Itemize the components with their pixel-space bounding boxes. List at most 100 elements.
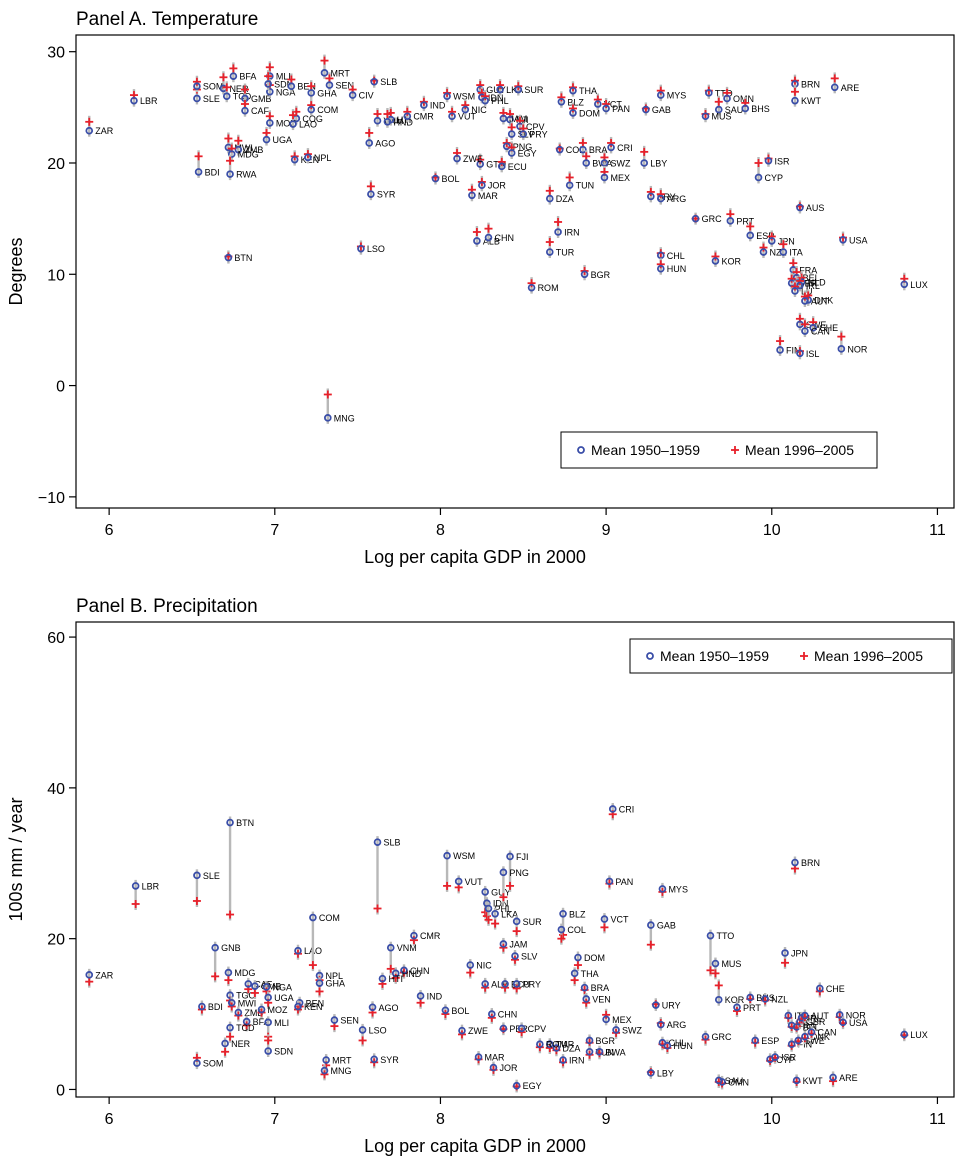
- marker-1950-1959: [656, 194, 665, 203]
- marker-1950-1959: [585, 1036, 594, 1045]
- point-label: BEN: [297, 82, 316, 92]
- marker-1950-1959: [461, 105, 470, 114]
- marker-1950-1959: [714, 105, 723, 114]
- point-label: AUS: [806, 203, 825, 213]
- marker-1950-1959: [701, 1032, 710, 1041]
- marker-1950-1959: [226, 818, 234, 827]
- point-label: ARE: [841, 83, 860, 93]
- point-label: CHN: [494, 233, 514, 243]
- point-label: TGO: [236, 991, 256, 1001]
- point-label: USA: [849, 1018, 868, 1028]
- point-label: AUT: [811, 1011, 830, 1021]
- marker-1950-1959: [759, 248, 768, 256]
- marker-1950-1959: [791, 96, 799, 105]
- marker-1950-1959: [400, 966, 408, 975]
- point-label: MNG: [334, 413, 355, 423]
- point-label: ZWE: [468, 1026, 488, 1036]
- marker-1950-1959: [792, 1076, 801, 1085]
- point-label: BRN: [801, 858, 820, 868]
- marker-1950-1959: [585, 1047, 594, 1056]
- point-label: MYS: [667, 91, 687, 101]
- point-label: ISR: [774, 156, 790, 166]
- point-label: ESP: [756, 231, 774, 241]
- marker-1950-1959: [251, 982, 259, 990]
- marker-1950-1959: [835, 1011, 844, 1019]
- marker-1950-1959: [511, 952, 519, 960]
- marker-1950-1959: [647, 921, 655, 929]
- point-label: ZWE: [463, 154, 483, 164]
- marker-1950-1959: [370, 1055, 378, 1064]
- legend-label-1950-1959: Mean 1950–1959: [660, 648, 769, 664]
- point-label: DOM: [579, 108, 600, 118]
- marker-1950-1959: [488, 1010, 496, 1018]
- marker-1950-1959: [468, 191, 476, 200]
- point-label: MDG: [234, 968, 255, 978]
- point-label: CYP: [765, 173, 784, 183]
- point-label: GUY: [491, 887, 511, 897]
- panel-title: Panel A. Temperature: [76, 9, 258, 30]
- marker-1950-1959: [222, 92, 231, 101]
- marker-1950-1959: [837, 345, 846, 353]
- point-label: IRN: [569, 1056, 585, 1066]
- marker-1950-1959: [776, 346, 784, 354]
- point-label: LBY: [650, 158, 667, 168]
- marker-1950-1959: [431, 174, 440, 183]
- point-label: ISL: [806, 349, 820, 359]
- marker-1950-1959: [287, 82, 296, 90]
- y-axis-label: 100s mm / year: [6, 797, 26, 921]
- marker-1950-1959: [746, 993, 755, 1002]
- point-label: MOZ: [268, 1005, 288, 1015]
- marker-1950-1959: [383, 118, 392, 126]
- marker-1950-1959: [536, 1040, 544, 1049]
- point-label: KWT: [803, 1076, 823, 1086]
- marker-1950-1959: [307, 105, 316, 114]
- marker-1950-1959: [527, 283, 536, 292]
- marker-1950-1959: [290, 155, 299, 164]
- marker-1950-1959: [512, 980, 521, 988]
- point-label: JAM: [509, 114, 527, 124]
- point-label: CHL: [667, 251, 685, 261]
- point-label: VCT: [604, 100, 623, 110]
- x-tick-label: 7: [270, 522, 279, 539]
- marker-1950-1959: [656, 91, 665, 99]
- marker-1950-1959: [443, 92, 451, 101]
- point-label: HND: [393, 117, 413, 127]
- point-label: GRC: [702, 214, 723, 224]
- point-label: CYP: [776, 1055, 795, 1065]
- marker-1950-1959: [796, 281, 804, 290]
- point-label: SWE: [804, 1036, 825, 1046]
- x-tick-label: 11: [929, 1111, 946, 1128]
- point-label: BWA: [605, 1047, 625, 1057]
- point-label: GHA: [317, 88, 337, 98]
- marker-1950-1959: [370, 77, 378, 86]
- point-label: THA: [581, 969, 599, 979]
- y-tick-label: 20: [47, 156, 65, 173]
- marker-1950-1959: [569, 86, 577, 95]
- marker-1950-1959: [506, 852, 514, 861]
- marker-1950-1959: [555, 145, 564, 154]
- marker-1950-1959: [514, 85, 523, 94]
- y-tick-label: 30: [47, 45, 65, 62]
- marker-1950-1959: [264, 1047, 272, 1055]
- marker-1950-1959: [787, 1040, 796, 1049]
- y-tick-label: 20: [47, 932, 65, 949]
- point-label: ESP: [761, 1036, 779, 1046]
- marker-1950-1959: [608, 805, 617, 813]
- marker-1950-1959: [491, 909, 499, 918]
- point-label: LBR: [140, 96, 158, 106]
- marker-1950-1959: [484, 904, 493, 913]
- point-label: SEN: [335, 81, 354, 91]
- marker-1950-1959: [582, 159, 591, 167]
- legend-marker-1950-1959: [646, 652, 654, 660]
- x-tick-label: 8: [436, 1111, 445, 1128]
- marker-1950-1959: [85, 126, 94, 135]
- point-label: HUN: [673, 1041, 693, 1051]
- point-label: MRT: [330, 68, 350, 78]
- point-label: IDN: [493, 899, 509, 909]
- point-label: HTI: [397, 115, 412, 125]
- marker-1950-1959: [691, 214, 700, 223]
- point-label: NER: [231, 1039, 251, 1049]
- marker-1950-1959: [658, 885, 667, 893]
- marker-1950-1959: [559, 909, 567, 918]
- point-label: DNK: [814, 295, 833, 305]
